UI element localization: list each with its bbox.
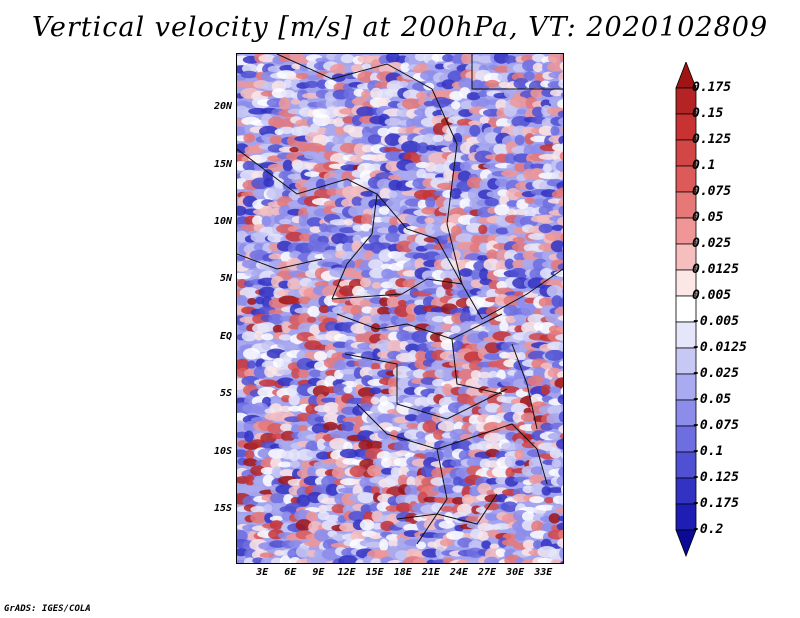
colorbar-tick-label: 0.075	[692, 184, 732, 199]
colorbar-tick-label: -0.125	[692, 470, 739, 485]
colorbar-segment	[675, 529, 697, 558]
colorbar-tick-label: -0.05	[692, 392, 732, 407]
lon-tick-label: 3E	[256, 567, 269, 578]
colorbar	[675, 62, 697, 558]
lat-tick-label: 10N	[213, 216, 232, 228]
colorbar-tick-label: 0.05	[692, 210, 724, 225]
colorbar-tick-label: 0.125	[692, 132, 732, 147]
colorbar-tick-label: 0.175	[692, 80, 732, 95]
lat-tick-label: 5N	[219, 273, 232, 285]
country-border	[451, 338, 503, 395]
colorbar-tick-label: -0.2	[692, 522, 724, 537]
lon-tick-label: 6E	[284, 567, 297, 578]
lon-tick-label: 33E	[534, 567, 553, 578]
country-border	[336, 313, 503, 340]
colorbar-tick-label: -0.075	[692, 418, 739, 433]
lat-tick-label: EQ	[219, 330, 232, 342]
velocity-field	[237, 54, 563, 563]
lon-tick-label: 27E	[478, 567, 497, 578]
country-border	[471, 54, 563, 90]
country-border	[396, 493, 498, 525]
grads-credit: GrADS: IGES/COLA	[4, 604, 91, 614]
colorbar-tick-label: -0.005	[692, 314, 739, 329]
lon-tick-label: 18E	[393, 567, 412, 578]
lon-tick-label: 24E	[449, 567, 468, 578]
country-border	[344, 353, 508, 420]
colorbar-tick-label: -0.1	[692, 444, 724, 459]
lat-tick-label: 5S	[219, 388, 232, 400]
colorbar-tick-label: 0.005	[692, 288, 732, 303]
colorbar-tick-label: -0.175	[692, 496, 739, 511]
map-title: Vertical velocity [m/s] at 200hPa, VT: 2…	[31, 12, 769, 43]
lon-tick-label: 15E	[365, 567, 384, 578]
country-border	[237, 253, 323, 270]
colorbar-tick-label: -0.0125	[692, 340, 747, 355]
lon-tick-label: 12E	[337, 567, 356, 578]
country-border	[276, 54, 463, 285]
country-border	[436, 423, 548, 485]
lon-tick-label: 30E	[506, 567, 525, 578]
country-border	[511, 343, 538, 430]
map-plot-area	[236, 53, 564, 564]
lat-tick-label: 20N	[213, 101, 232, 113]
colorbar-tick-label: 0.0125	[692, 262, 739, 277]
colorbar-tick-label: 0.1	[692, 158, 716, 173]
colorbar-tick-label: -0.025	[692, 366, 739, 381]
lon-tick-label: 9E	[312, 567, 325, 578]
lat-tick-label: 15N	[213, 158, 232, 170]
lat-tick-label: 10S	[213, 445, 232, 457]
lon-tick-label: 21E	[421, 567, 440, 578]
lat-tick-label: 15S	[213, 503, 232, 515]
colorbar-tick-label: 0.025	[692, 236, 732, 251]
colorbar-tick-label: 0.15	[692, 106, 724, 121]
country-border	[376, 193, 463, 285]
